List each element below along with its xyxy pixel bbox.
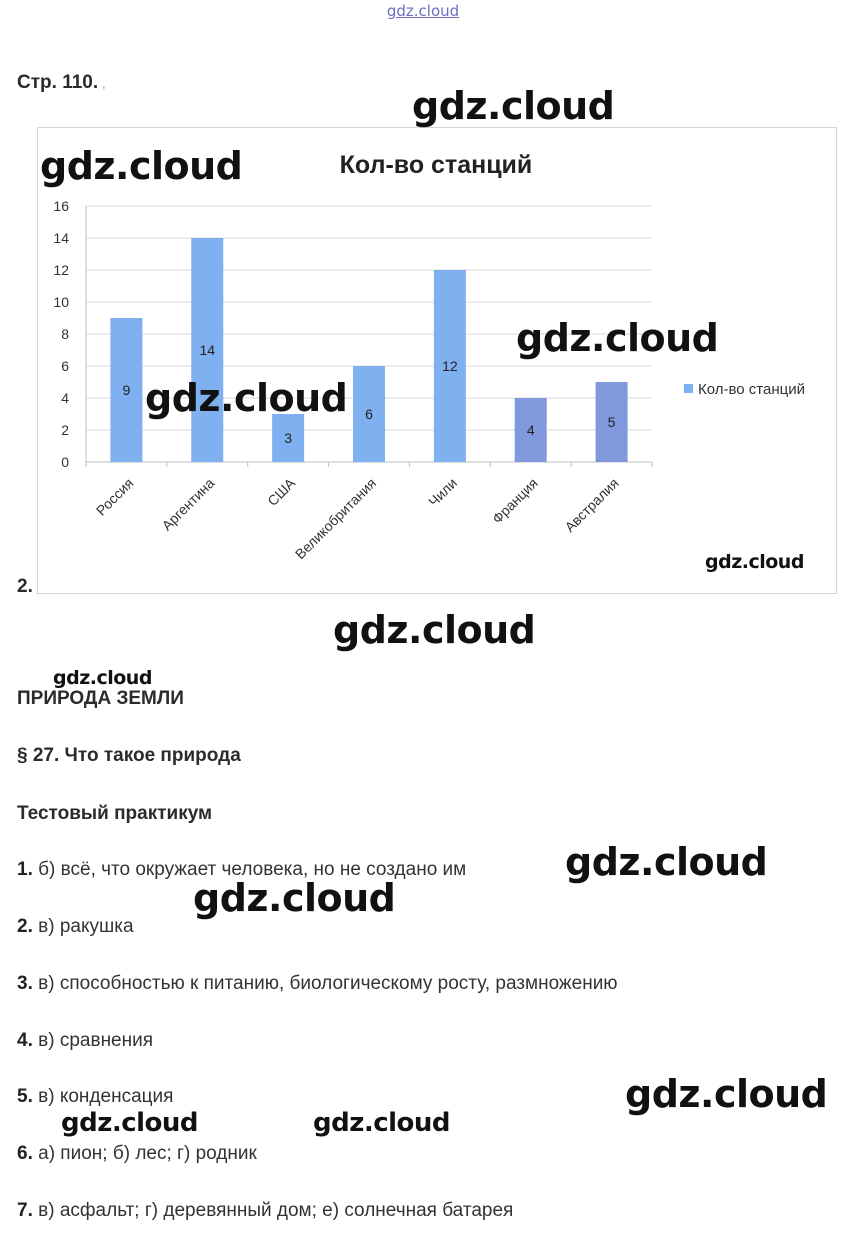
category-label: Аргентина: [159, 475, 218, 534]
answer-number: 6.: [17, 1143, 33, 1164]
watermark: gdz.cloud: [412, 84, 615, 128]
answer-5: 5. в) конденсация: [17, 1086, 173, 1108]
answer-7: 7. в) асфальт; г) деревянный дом; е) сол…: [17, 1200, 513, 1222]
answer-2: 2. в) ракушка: [17, 916, 134, 938]
data-label: 12: [442, 358, 458, 374]
answer-text: в) асфальт; г) деревянный дом; е) солнеч…: [32, 1200, 514, 1221]
watermark: gdz.cloud: [145, 376, 348, 420]
data-label: 6: [365, 406, 373, 422]
watermark: gdz.cloud: [313, 1108, 451, 1138]
answer-text: в) способностью к питанию, биологическом…: [32, 973, 618, 994]
answer-number: 5.: [17, 1086, 33, 1107]
legend-swatch: [684, 384, 693, 393]
watermark: gdz.cloud: [333, 608, 536, 652]
category-label: Россия: [93, 475, 137, 519]
page-reference: Стр. 110.,: [17, 72, 105, 94]
data-label: 5: [608, 414, 616, 430]
bar: [353, 366, 385, 462]
watermark: gdz.cloud: [565, 840, 768, 884]
answer-text: в) сравнения: [32, 1030, 154, 1051]
y-tick-label: 16: [53, 198, 69, 214]
category-label: Чили: [425, 475, 460, 510]
y-tick-label: 2: [61, 422, 69, 438]
watermark: gdz.cloud: [53, 667, 152, 689]
watermark: gdz.cloud: [193, 876, 396, 920]
answer-6: 6. а) пион; б) лес; г) родник: [17, 1143, 257, 1165]
data-label: 4: [527, 422, 535, 438]
y-tick-label: 4: [61, 390, 69, 406]
y-tick-label: 0: [61, 454, 69, 470]
watermark: gdz.cloud: [40, 144, 243, 188]
y-tick-label: 14: [53, 230, 69, 246]
bar: [514, 398, 547, 462]
bar: [191, 238, 224, 462]
answer-text: а) пион; б) лес; г) родник: [32, 1143, 257, 1164]
bar: [272, 414, 305, 462]
category-label: США: [264, 474, 299, 509]
bar: [433, 270, 466, 462]
item-number: 2.: [17, 576, 33, 597]
answer-4: 4. в) сравнения: [17, 1030, 153, 1052]
watermark: gdz.cloud: [705, 551, 804, 573]
bar: [110, 318, 143, 462]
answer-1: 1. б) всё, что окружает человека, но не …: [17, 859, 466, 881]
y-tick-label: 6: [61, 358, 69, 374]
y-tick-label: 12: [53, 262, 69, 278]
y-tick-label: 8: [61, 326, 69, 342]
part-heading: ПРИРОДА ЗЕМЛИ: [17, 688, 184, 709]
watermark: gdz.cloud: [625, 1072, 828, 1116]
y-tick-label: 10: [53, 294, 69, 310]
bar-chart: Кол-во станций 0 2 4 6 8 10 12 14 16 9 Россия 14 Арге…: [53, 151, 805, 562]
answer-number: 1.: [17, 859, 33, 880]
answer-text: в) ракушка: [32, 916, 134, 937]
data-label: 9: [123, 382, 131, 398]
chart-container: Кол-во станций 0 2 4 6 8 10 12 14 16 9 Россия 14 Арге…: [37, 127, 837, 594]
page-reference-text: Стр. 110.: [17, 72, 99, 93]
answer-text: в) конденсация: [32, 1086, 174, 1107]
answer-text: б) всё, что окружает человека, но не соз…: [32, 859, 467, 880]
answer-number: 3.: [17, 973, 33, 994]
watermark: gdz.cloud: [516, 316, 719, 360]
category-label: Великобритания: [292, 475, 379, 562]
top-site-link[interactable]: gdz.cloud: [386, 2, 460, 20]
paragraph-heading: § 27. Что такое природа: [17, 745, 241, 766]
chart-title: Кол-во станций: [340, 151, 533, 179]
page-reference-tail: ,: [102, 77, 106, 91]
practicum-heading: Тестовый практикум: [17, 803, 213, 824]
answer-number: 4.: [17, 1030, 33, 1051]
answer-number: 7.: [17, 1200, 33, 1221]
category-label: Франция: [489, 475, 541, 527]
data-label: 3: [284, 430, 292, 446]
watermark: gdz.cloud: [61, 1108, 199, 1138]
data-label: 14: [199, 342, 215, 358]
answer-3: 3. в) способностью к питанию, биологичес…: [17, 973, 618, 995]
bar: [595, 382, 628, 462]
category-label: Австралия: [561, 475, 621, 535]
answer-number: 2.: [17, 916, 33, 937]
legend-label: Кол-во станций: [698, 381, 805, 398]
